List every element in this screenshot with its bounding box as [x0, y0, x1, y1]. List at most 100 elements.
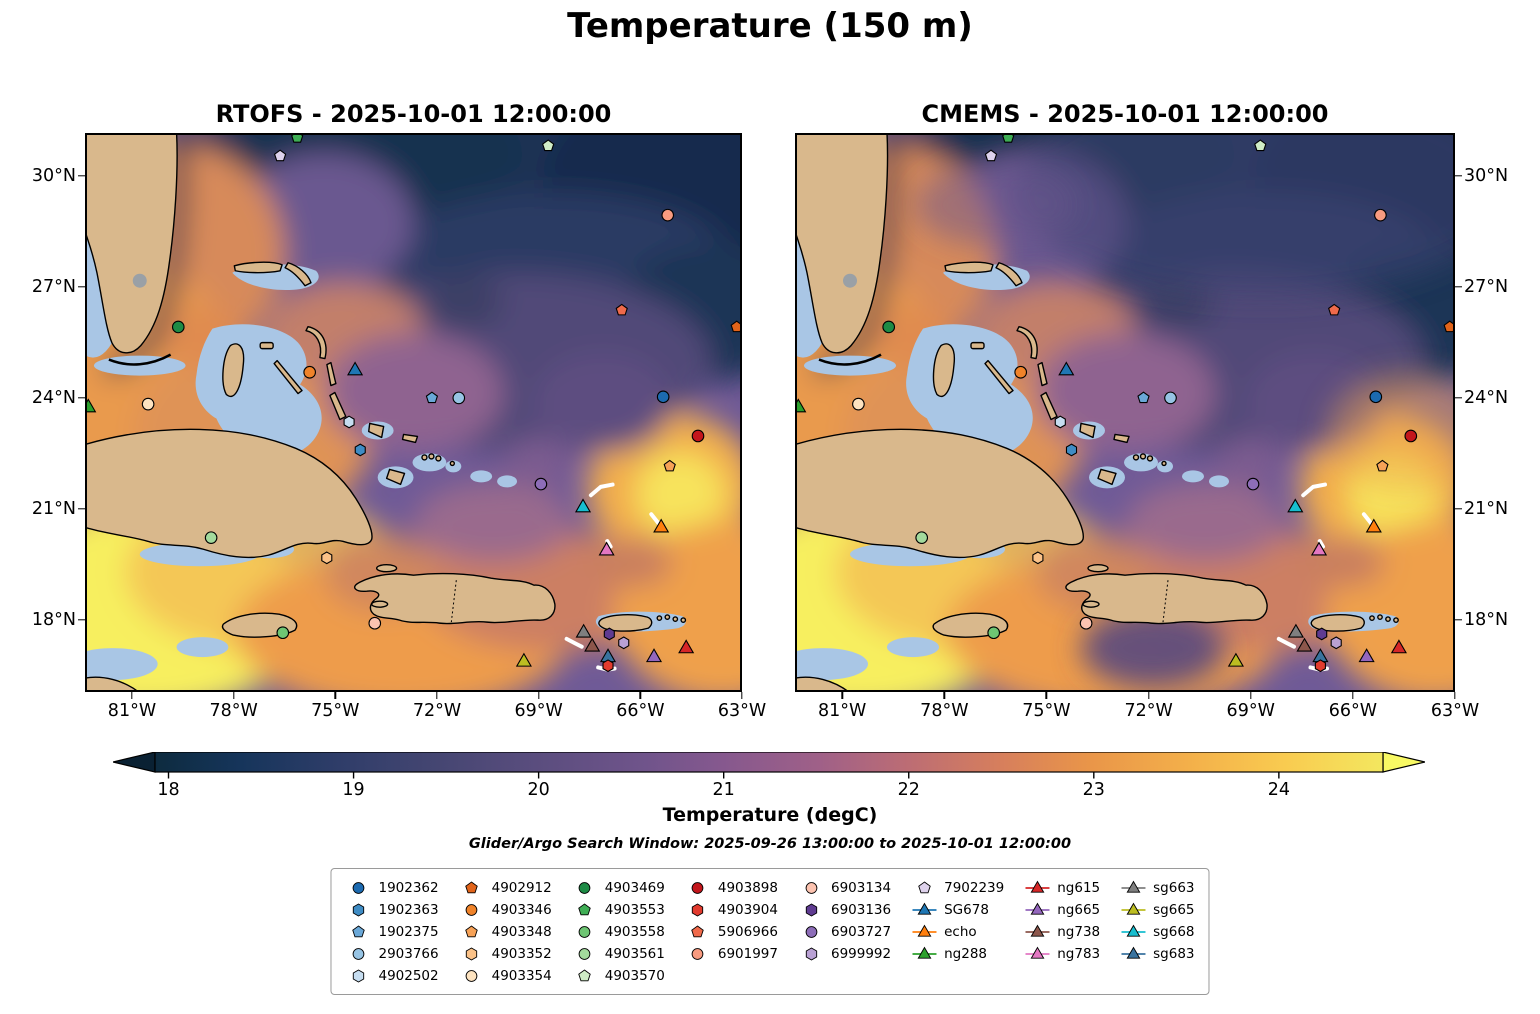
map-panel-rtofs: 81°W 78°W 75°W 72°W 69°W 66°W 63°W 30°N 27°N 24°N…	[32, 133, 766, 721]
map-marker-1902362	[656, 390, 670, 404]
legend-marker-1902362-icon	[352, 881, 365, 894]
legend-label: 6903136	[830, 901, 892, 918]
legend-marker-5906966-icon	[691, 924, 705, 937]
legend-label: 1902362	[378, 879, 439, 896]
y-tick	[1455, 286, 1462, 288]
map-marker-ng615	[1390, 639, 1407, 654]
map-marker-4903354	[852, 397, 865, 411]
y-tick	[1455, 619, 1462, 621]
legend-label: 6999992	[830, 945, 892, 962]
map-marker-7902239	[273, 149, 287, 162]
colorbar-tick-label: 23	[1082, 780, 1105, 800]
x-tick-label: 75°W	[1022, 701, 1071, 721]
legend-column: ng615 ng665 ng738 ng783	[1024, 877, 1100, 964]
legend-item-6903134: 6903134	[798, 877, 891, 898]
map-marker-1902362	[1369, 390, 1383, 404]
x-tick-label: 66°W	[616, 701, 665, 721]
legend-item-sg665: sg665	[1120, 899, 1195, 920]
y-tick-label: 24°N	[31, 387, 76, 408]
y-tick-label: 21°N	[31, 498, 76, 519]
legend-label: 4903553	[604, 901, 665, 918]
colorbar	[113, 752, 1425, 779]
legend-label: 2903766	[378, 945, 439, 962]
map-marker-1902375	[425, 391, 439, 404]
legend-label: sg683	[1153, 945, 1195, 962]
map-marker-4903354	[141, 397, 155, 411]
map-marker-4903352	[321, 551, 333, 565]
legend-label: 4903469	[604, 879, 665, 896]
legend-item-SG678: SG678	[911, 899, 1004, 920]
legend-label: 4902502	[378, 967, 439, 984]
legend-label: 6901997	[717, 945, 778, 962]
map-marker-sg668	[574, 498, 592, 513]
map-marker-6999992	[1330, 636, 1342, 650]
legend-item-4903558: 4903558	[572, 921, 665, 942]
panel-title-rtofs: RTOFS - 2025-10-01 12:00:00	[215, 100, 612, 128]
legend-label: 4902912	[491, 879, 552, 896]
colorbar-under-arrow	[113, 752, 156, 773]
colorbar-over-arrow	[1382, 752, 1425, 773]
legend-marker-ng665-icon	[1025, 902, 1050, 915]
glider-track	[1276, 636, 1296, 649]
map-marker-4903904	[1314, 659, 1326, 673]
legend-column: sg663 sg665 sg668 sg683	[1120, 877, 1195, 964]
legend-item-7902239: 7902239	[911, 877, 1004, 898]
legend-label: 4903570	[604, 967, 665, 984]
map-marker-5906966	[1328, 303, 1341, 316]
glider-track	[1301, 482, 1327, 498]
legend-marker-sg668-icon	[1121, 924, 1146, 937]
legend-item-ng665: ng665	[1024, 899, 1100, 920]
legend-item-4903352: 4903352	[459, 943, 552, 964]
legend-marker-4903558-icon	[578, 925, 591, 938]
map-marker-4903904	[602, 659, 614, 673]
x-tick-label: 66°W	[1328, 701, 1378, 721]
legend-item-6901997: 6901997	[685, 943, 778, 964]
legend-marker-1902375-icon	[352, 924, 365, 937]
map-marker-sg663	[575, 623, 592, 638]
legend-marker-SG678-icon	[912, 902, 937, 915]
legend-marker-4902502-icon	[352, 968, 365, 983]
map-marker-ng738	[1296, 637, 1313, 652]
x-tick-label: 63°W	[717, 701, 767, 721]
legend-label: ng615	[1057, 879, 1101, 896]
legend-marker-4902912-icon	[465, 880, 478, 893]
legend-item-sg663: sg663	[1120, 877, 1195, 898]
legend-marker-6999992-icon	[805, 946, 817, 961]
legend-label: SG678	[944, 901, 989, 918]
x-tick-label: 75°W	[311, 701, 360, 721]
legend-item-ng783: ng783	[1024, 943, 1100, 964]
x-tick-label: 81°W	[107, 701, 157, 721]
colorbar-gradient	[154, 752, 1384, 773]
legend-item-4902502: 4902502	[345, 965, 439, 986]
colorbar-tick-label: 24	[1267, 780, 1290, 800]
map-marker-4902502	[343, 415, 355, 429]
map-marker-4903898	[691, 429, 705, 443]
legend-item-6903136: 6903136	[798, 899, 891, 920]
map-marker-ng665	[645, 648, 663, 663]
legend-item-4903348: 4903348	[459, 921, 552, 942]
legend-label: 4903348	[491, 923, 552, 940]
legend-item-6903727: 6903727	[798, 921, 891, 942]
colorbar-tick-label: 21	[712, 780, 735, 800]
legend-label: 6903727	[830, 923, 892, 940]
legend-label: 6903134	[830, 879, 892, 896]
legend-marker-4903354-icon	[465, 969, 478, 982]
map-marker-4903469	[171, 320, 185, 334]
legend-label: 7902239	[944, 879, 1005, 896]
x-tick	[1045, 692, 1048, 699]
map-marker-6903136	[1316, 627, 1328, 641]
x-tick-label: 69°W	[514, 701, 563, 721]
y-tick-label: 18°N	[1464, 609, 1509, 630]
y-tick	[1455, 397, 1462, 399]
y-tick-label: 27°N	[31, 277, 76, 297]
legend-column: 1902362 1902363 1902375 2903766 4902502	[345, 877, 439, 986]
legend-item-4903898: 4903898	[685, 877, 778, 898]
map-marker-4903898	[1404, 429, 1418, 443]
legend-label: sg668	[1153, 923, 1195, 940]
x-tick	[131, 692, 133, 699]
x-tick	[841, 692, 843, 699]
x-tick	[639, 692, 642, 699]
x-tick	[1352, 692, 1354, 699]
cmems-field-adjust	[915, 133, 1455, 689]
figure-title: Temperature (150 m)	[567, 6, 973, 46]
